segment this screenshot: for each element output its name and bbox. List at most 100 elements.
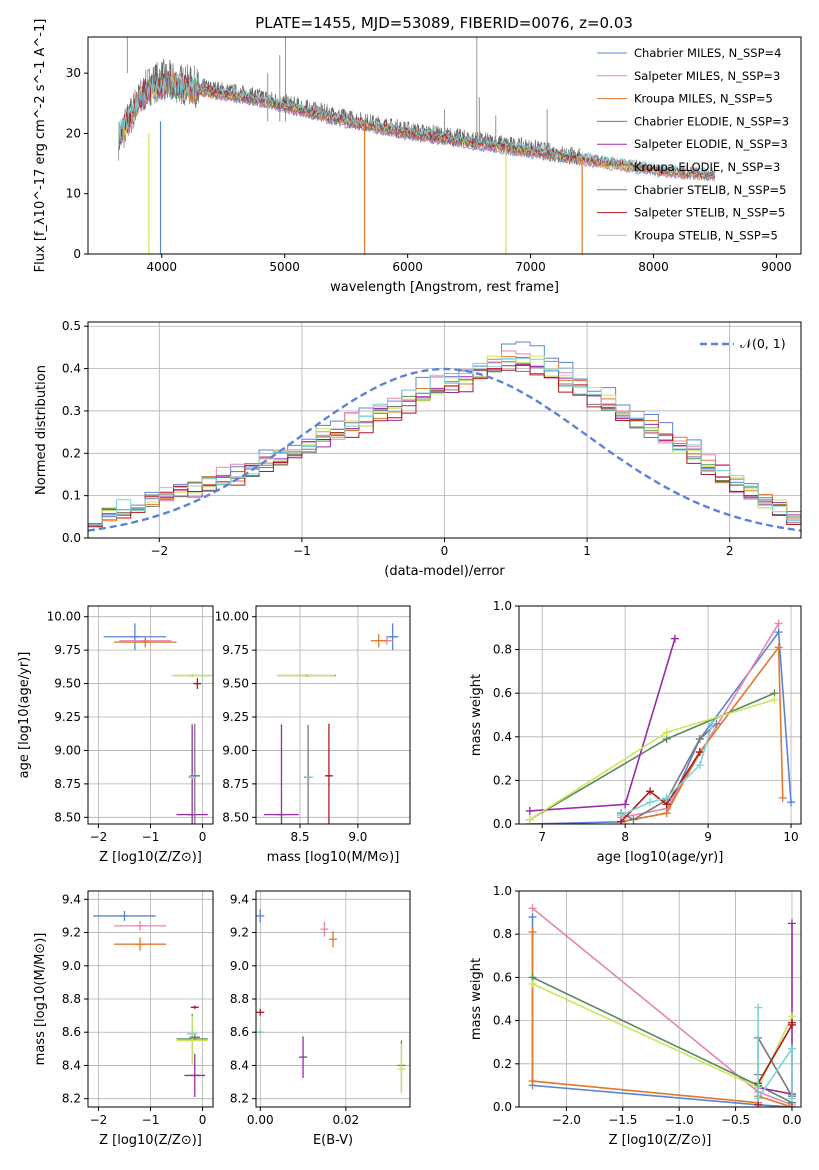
- y-tick-label: 9.00: [222, 743, 249, 757]
- errorbar-chabrier-miles: [386, 623, 399, 651]
- x-tick-label: 0: [199, 830, 207, 844]
- x-tick-label: 8.5: [290, 830, 309, 844]
- errorbar-kroupa-elodie: [171, 674, 213, 677]
- errorbar-salpeter-miles: [114, 920, 167, 931]
- errorbar-salpeter-elodie: [264, 724, 299, 824]
- y-axis-label: Normed distribution: [34, 365, 49, 495]
- mass-vs-ebv-plot-area: [256, 909, 406, 1094]
- errorbar-salpeter-elodie: [176, 724, 208, 824]
- errorbar-kroupa-elodie: [176, 1015, 208, 1066]
- y-tick-label: 9.75: [54, 643, 81, 657]
- errorbar-kroupa-elodie: [276, 674, 335, 677]
- figure-title: PLATE=1455, MJD=53089, FIBERID=0076, z=0…: [255, 14, 633, 32]
- y-tick-label: 0.5: [62, 319, 81, 333]
- y-tick-label: 9.4: [62, 892, 81, 906]
- plus-marker: [695, 748, 704, 757]
- x-axis-label: (data-model)/error: [384, 564, 505, 579]
- plus-marker: [787, 1094, 796, 1103]
- y-tick-label: 10.00: [215, 610, 249, 624]
- legend-label: Kroupa MILES, N_SSP=5: [634, 92, 773, 106]
- normal-reference-curve: [88, 367, 801, 532]
- mass-weight-vs-age-plot-area: [525, 619, 796, 824]
- y-tick-label: 0.0: [62, 531, 81, 545]
- errorbar-kroupa-miles: [370, 634, 387, 648]
- legend-label: Kroupa ELODIE, N_SSP=3: [634, 160, 780, 174]
- errorbar-kroupa-stelib: [188, 775, 197, 779]
- y-tick-label: 9.2: [62, 926, 81, 940]
- y-tick-label: 0.6: [493, 686, 512, 700]
- legend-label: Chabrier ELODIE, N_SSP=3: [634, 114, 789, 128]
- plus-marker: [787, 919, 796, 928]
- y-axis-label: Flux [f_λ10^-17 erg cm^-2 s^-1 A^-1]: [33, 19, 48, 273]
- plus-marker: [629, 815, 638, 824]
- legend-label: Chabrier STELIB, N_SSP=5: [634, 183, 786, 197]
- y-axis-label: mass weight: [469, 674, 484, 756]
- y-tick-label: 9.0: [62, 959, 81, 973]
- mass-vs-Z-plot-area: [93, 910, 208, 1098]
- x-tick-label: 0: [199, 1113, 207, 1127]
- x-tick-label: 0.00: [247, 1113, 274, 1127]
- x-tick-label: −2.0: [552, 1113, 581, 1127]
- y-axis-label: mass weight: [469, 958, 484, 1040]
- y-axis-label: mass [log10(M/M⊙)]: [33, 933, 48, 1066]
- x-tick-label: −2: [90, 830, 108, 844]
- errorbar-kroupa-stelib: [186, 1032, 198, 1036]
- y-tick-label: 9.00: [54, 743, 81, 757]
- plus-marker: [525, 806, 534, 815]
- axes-frame: [518, 890, 802, 1108]
- series-chabrier-miles: [531, 916, 793, 1107]
- series-salpeter-elodie: [529, 638, 676, 812]
- x-axis-label: mass [log10(M/M⊙)]: [267, 850, 400, 865]
- series-salpeter-stelib: [620, 751, 701, 823]
- errorbar-kroupa-stelib: [305, 775, 314, 779]
- y-tick-label: 0.4: [493, 730, 512, 744]
- x-tick-label: −1: [293, 544, 311, 558]
- errorbar-kroupa-stelib: [256, 1030, 265, 1034]
- x-axis-label: wavelength [Angstrom, rest frame]: [330, 280, 559, 295]
- y-tick-label: 0.2: [62, 446, 81, 460]
- y-tick-label: 0.8: [493, 927, 512, 941]
- age-vs-mass-plot-area: [264, 623, 399, 824]
- y-tick-label: 8.50: [222, 810, 249, 824]
- y-tick-label: 8.2: [230, 1092, 249, 1106]
- y-tick-label: 0.3: [62, 404, 81, 418]
- y-tick-label: 0.4: [62, 362, 81, 376]
- x-tick-label: −1.5: [608, 1113, 637, 1127]
- plus-marker: [774, 628, 783, 637]
- x-tick-label: 9000: [761, 260, 792, 274]
- y-tick-label: 8.4: [230, 1058, 249, 1072]
- x-axis-label: Z [log10(Z/Z⊙)]: [609, 1133, 712, 1148]
- x-axis-label: Z [log10(Z/Z⊙)]: [99, 1133, 202, 1148]
- axes-frame: [255, 890, 411, 1108]
- plus-marker: [770, 695, 779, 704]
- y-tick-label: 1.0: [493, 599, 512, 613]
- x-tick-label: 1: [583, 544, 591, 558]
- plus-marker: [774, 619, 783, 628]
- y-tick-label: 8.6: [62, 1025, 81, 1039]
- y-tick-label: 0.6: [493, 970, 512, 984]
- errorbar-kroupa-elodie: [397, 1043, 406, 1094]
- errorbar-salpeter-stelib: [256, 1008, 265, 1016]
- x-tick-label: 10: [783, 830, 798, 844]
- y-tick-label: 9.75: [222, 643, 249, 657]
- spectrum-plot-area: [118, 37, 716, 254]
- y-tick-label: 30: [66, 66, 81, 80]
- y-tick-label: 8.8: [62, 992, 81, 1006]
- legend-label: 𝒩(0, 1): [740, 336, 786, 351]
- spectrum-axes: 4000 5000 6000 7000 8000 9000 0 10 20 30 wavelengt…: [33, 19, 802, 295]
- y-tick-label: 0: [73, 247, 81, 261]
- plus-marker: [787, 1044, 796, 1053]
- plus-marker: [662, 793, 671, 802]
- y-tick-label: 0.8: [493, 643, 512, 657]
- x-tick-label: 2: [726, 544, 734, 558]
- errorbar-salpeter-miles: [320, 921, 329, 937]
- x-tick-label: −1.0: [665, 1113, 694, 1127]
- errorbar-salpeter-stelib: [190, 1005, 199, 1009]
- y-tick-label: 20: [66, 126, 81, 140]
- errorbar-chabrier-miles: [103, 623, 167, 651]
- hist-plot-area: [88, 341, 801, 532]
- series-kroupa-elodie: [532, 983, 793, 1089]
- plus-marker: [528, 904, 537, 913]
- y-tick-label: 9.50: [54, 677, 81, 691]
- legend-label: Kroupa STELIB, N_SSP=5: [634, 228, 778, 242]
